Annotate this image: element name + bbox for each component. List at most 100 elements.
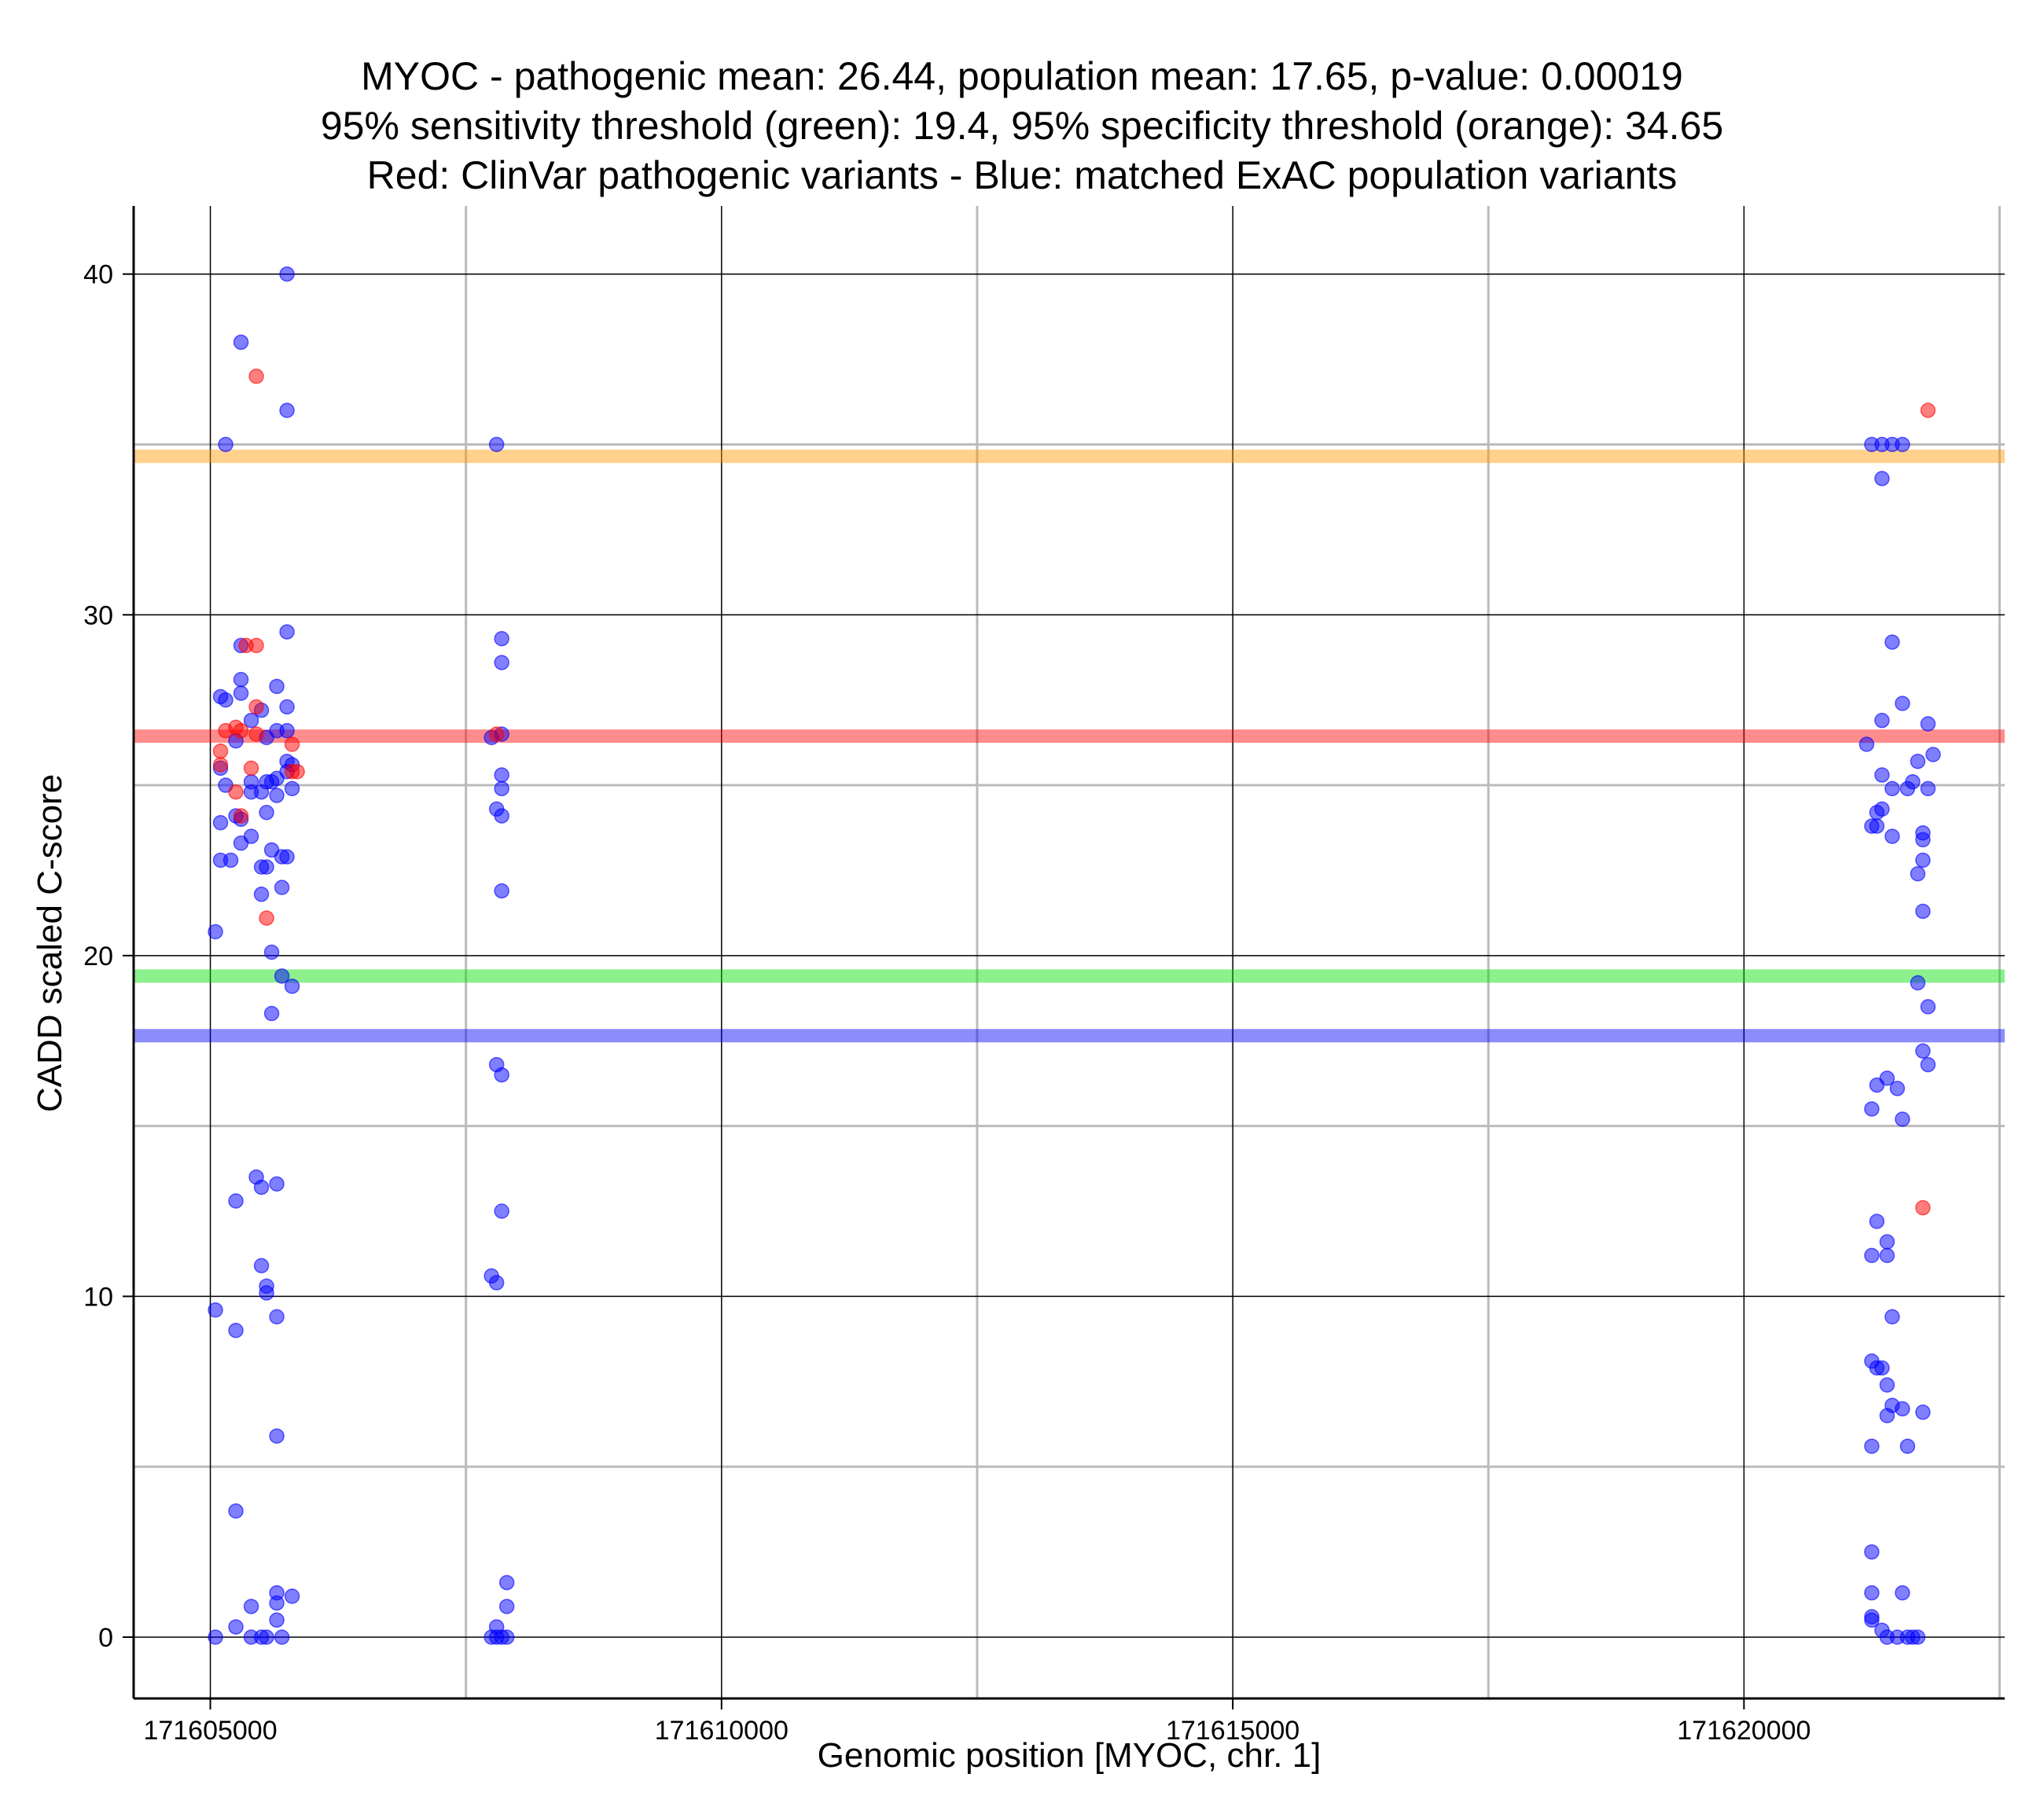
scatter-point bbox=[1910, 1629, 1926, 1645]
scatter-point bbox=[1869, 1214, 1885, 1229]
scatter-point bbox=[233, 722, 249, 739]
scatter-point bbox=[284, 736, 300, 752]
scatter-point bbox=[233, 835, 249, 851]
scatter-point bbox=[228, 784, 244, 800]
scatter-point bbox=[279, 266, 295, 282]
scatter-point bbox=[1910, 753, 1926, 769]
scatter-point bbox=[1920, 402, 1936, 418]
scatter-point bbox=[1915, 903, 1931, 920]
scatter-point bbox=[208, 1629, 223, 1645]
scatter-point bbox=[494, 1203, 509, 1219]
scatter-point bbox=[228, 1193, 244, 1209]
scatter-point bbox=[1895, 1584, 1910, 1601]
scatter-point bbox=[279, 722, 295, 739]
y-tick-label: 20 bbox=[83, 942, 113, 971]
scatter-point bbox=[1884, 828, 1900, 844]
scatter-point bbox=[1864, 1584, 1880, 1601]
scatter-point bbox=[1889, 1081, 1906, 1096]
scatter-point bbox=[248, 699, 264, 715]
scatter-point bbox=[248, 726, 264, 742]
scatter-point bbox=[208, 1302, 223, 1318]
scatter-point bbox=[1874, 767, 1890, 783]
chart-title-line-1: MYOC - pathogenic mean: 26.44, populatio… bbox=[361, 54, 1683, 98]
scatter-point bbox=[259, 1629, 274, 1645]
scatter-point bbox=[1879, 1377, 1895, 1393]
scatter-point bbox=[1895, 696, 1910, 711]
y-tick-label: 30 bbox=[83, 600, 113, 630]
x-tick-label: 171605000 bbox=[143, 1716, 277, 1746]
chart-title-line-3: Red: ClinVar pathogenic variants - Blue:… bbox=[366, 153, 1678, 197]
x-axis-label: Genomic position [MYOC, chr. 1] bbox=[818, 1736, 1322, 1775]
scatter-point bbox=[1864, 1438, 1880, 1454]
scatter-point bbox=[259, 859, 274, 875]
x-tick-label: 171615000 bbox=[1166, 1716, 1300, 1746]
scatter-point bbox=[233, 334, 249, 351]
scatter-point bbox=[1879, 1247, 1895, 1264]
scatter-point bbox=[259, 1285, 274, 1301]
scatter-point bbox=[253, 887, 270, 902]
scatter-point bbox=[284, 979, 300, 994]
scatter-point bbox=[269, 1176, 285, 1192]
scatter-point bbox=[279, 402, 295, 418]
scatter-point bbox=[212, 743, 229, 759]
scatter-point bbox=[1858, 736, 1875, 752]
scatter-point bbox=[289, 763, 305, 780]
scatter-point bbox=[263, 944, 280, 960]
scatter-point bbox=[1920, 780, 1936, 797]
scatter-point bbox=[494, 630, 509, 647]
scatter-point bbox=[248, 637, 264, 654]
scatter-point bbox=[269, 788, 285, 803]
data-points bbox=[208, 266, 1941, 1645]
scatter-point bbox=[1915, 852, 1931, 868]
scatter-point bbox=[1884, 634, 1900, 650]
scatter-point bbox=[218, 436, 233, 453]
chart-title-line-2: 95% sensitivity threshold (green): 19.4,… bbox=[320, 104, 1724, 148]
scatter-point bbox=[1915, 832, 1931, 848]
scatter-point bbox=[1869, 1077, 1885, 1093]
scatter-point bbox=[253, 1179, 270, 1195]
scatter-point bbox=[228, 1323, 244, 1338]
y-axis-label: CADD scaled C-score bbox=[31, 774, 69, 1112]
x-tick-label: 171610000 bbox=[655, 1716, 789, 1746]
scatter-point bbox=[488, 726, 505, 742]
x-tick-label: 171620000 bbox=[1677, 1716, 1811, 1746]
scatter-point bbox=[243, 712, 259, 729]
scatter-point bbox=[253, 784, 270, 800]
grid-layer bbox=[134, 206, 2005, 1698]
scatter-point bbox=[269, 678, 285, 695]
scatter-point bbox=[259, 910, 274, 926]
scatter-point bbox=[494, 883, 509, 899]
scatter-point bbox=[274, 879, 290, 895]
scatter-point bbox=[1915, 1199, 1931, 1216]
scatter-point bbox=[228, 1619, 244, 1635]
scatter-point bbox=[1920, 999, 1936, 1015]
scatter-point bbox=[269, 1309, 285, 1325]
scatter-point bbox=[1874, 471, 1890, 487]
scatter-point bbox=[274, 1629, 290, 1645]
scatter-point bbox=[1869, 804, 1885, 821]
scatter-point bbox=[1864, 1247, 1880, 1264]
scatter-point bbox=[494, 655, 509, 670]
scatter-point bbox=[269, 1428, 285, 1444]
axes bbox=[123, 206, 2005, 1709]
scatter-point bbox=[233, 671, 249, 688]
scatter-point bbox=[269, 1612, 285, 1629]
scatter-point bbox=[1879, 1408, 1895, 1423]
scatter-point bbox=[1879, 1234, 1895, 1250]
scatter-point bbox=[1864, 1612, 1880, 1629]
scatter-point bbox=[218, 692, 233, 708]
scatter-point bbox=[1895, 1401, 1910, 1417]
tick-labels: 0 10 20 30 40 171605000 171610000 171615000 1716… bbox=[83, 260, 1811, 1746]
scatter-point bbox=[1895, 1111, 1910, 1127]
scatter-point bbox=[498, 1599, 515, 1614]
scatter-point bbox=[494, 808, 509, 824]
scatter-point bbox=[233, 685, 249, 701]
scatter-point bbox=[1884, 780, 1900, 797]
scatter-point bbox=[263, 1005, 280, 1022]
scatter-point bbox=[243, 760, 259, 777]
scatter-point bbox=[1910, 975, 1926, 991]
y-tick-label: 10 bbox=[83, 1282, 113, 1312]
scatter-point bbox=[1895, 436, 1910, 453]
